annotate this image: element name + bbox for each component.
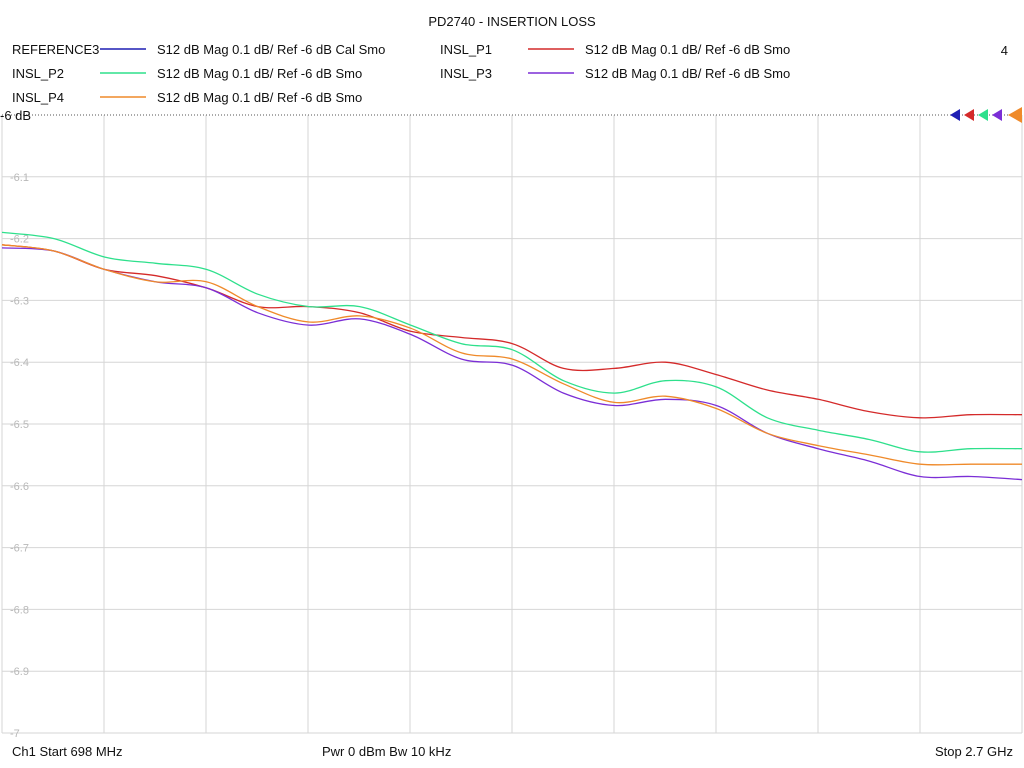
- legend-name: REFERENCE3: [12, 42, 99, 57]
- legend-desc: S12 dB Mag 0.1 dB/ Ref -6 dB Smo: [157, 90, 362, 105]
- legend-name: INSL_P4: [12, 90, 64, 105]
- chart-title: PD2740 - INSERTION LOSS: [428, 14, 596, 29]
- y-tick-label: -6.3: [10, 295, 29, 307]
- legend-name: INSL_P1: [440, 42, 492, 57]
- legend-name: INSL_P2: [12, 66, 64, 81]
- ref-marker-insl_p2: [978, 109, 988, 121]
- footer-stop: Stop 2.7 GHz: [935, 744, 1013, 759]
- legend-name: INSL_P3: [440, 66, 492, 81]
- series-line-insl_p2: [1, 231, 1023, 453]
- y-tick-label: -6.5: [10, 419, 29, 431]
- y-tick-label: -6.9: [10, 666, 29, 678]
- series-line-insl_p1: [1, 244, 1023, 419]
- plot-grid: [1, 115, 1023, 734]
- legend-desc: S12 dB Mag 0.1 dB/ Ref -6 dB Smo: [157, 66, 362, 81]
- reference-label: -6 dB: [0, 108, 31, 123]
- y-tick-label: -6.1: [10, 172, 29, 184]
- legend: REFERENCE3 S12 dB Mag 0.1 dB/ Ref -6 dB C…: [12, 42, 790, 105]
- ref-marker-reference3: [950, 109, 960, 121]
- reference-markers: [950, 107, 1022, 123]
- trace-number: 4: [1001, 43, 1008, 58]
- footer-start: Ch1 Start 698 MHz: [12, 744, 123, 759]
- ref-marker-insl_p1: [964, 109, 974, 121]
- y-tick-label: -6.8: [10, 604, 29, 616]
- y-tick-label: -6.7: [10, 543, 29, 555]
- footer-power: Pwr 0 dBm Bw 10 kHz: [322, 744, 451, 759]
- y-axis-ticks: -6.1 -6.2 -6.3 -6.4 -6.5 -6.6 -6.7 -6.8 -6.9 -7: [10, 172, 29, 740]
- legend-desc: S12 dB Mag 0.1 dB/ Ref -6 dB Cal Smo: [157, 42, 385, 57]
- series-line-insl_p3: [1, 247, 1023, 481]
- y-tick-label: -6.6: [10, 481, 29, 493]
- y-tick-label: -6.2: [10, 234, 29, 246]
- legend-desc: S12 dB Mag 0.1 dB/ Ref -6 dB Smo: [585, 66, 790, 81]
- ref-marker-insl_p3: [992, 109, 1002, 121]
- y-tick-label: -6.4: [10, 357, 29, 369]
- y-tick-label: -7: [10, 728, 20, 740]
- series-line-insl_p4: [1, 244, 1022, 466]
- legend-desc: S12 dB Mag 0.1 dB/ Ref -6 dB Smo: [585, 42, 790, 57]
- ref-marker-insl_p4: [1008, 107, 1022, 123]
- series-lines: [1, 231, 1023, 481]
